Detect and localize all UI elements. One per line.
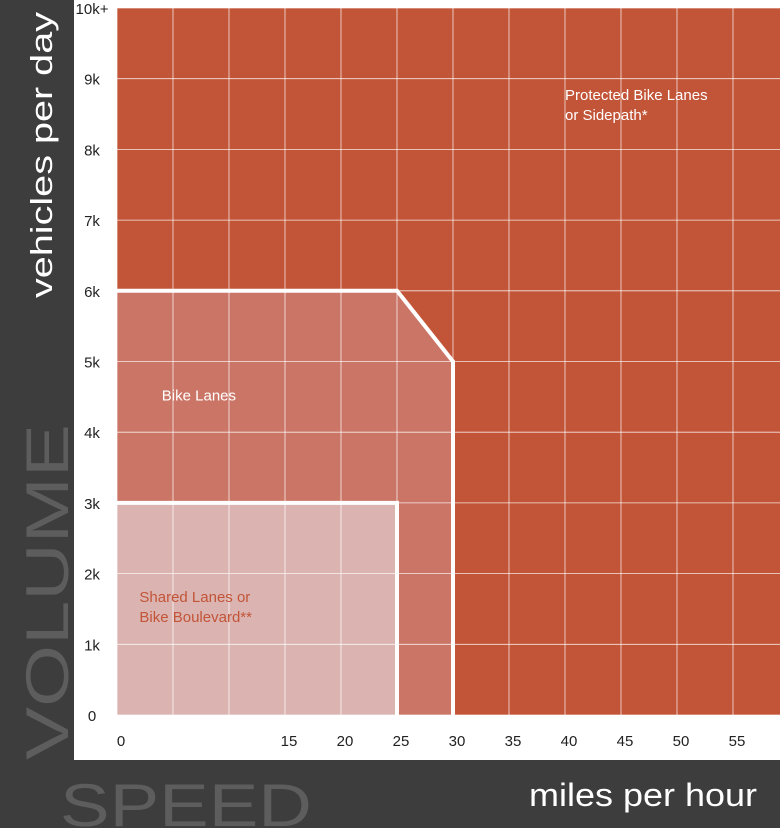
x-tick-label: 0	[117, 733, 125, 750]
x-tick-label: 35	[505, 733, 522, 750]
x-tick-label: 50	[673, 733, 690, 750]
y-tick-gutter	[74, 0, 117, 760]
y-tick-label: 4k	[84, 425, 100, 442]
x-tick-label: 20	[337, 733, 354, 750]
region-labels-layer: Protected Bike Lanes or Sidepath* Bike Lan…	[139, 87, 707, 626]
x-axis-title: miles per hour	[529, 777, 757, 813]
boundary-layer	[117, 288, 455, 715]
region-label-shared-lanes-or-line1: Shared Lanes or	[139, 589, 250, 606]
y-tick-label: 1k	[84, 637, 100, 654]
y-tick-label: 6k	[84, 284, 100, 301]
x-axis-big-label: SPEED	[60, 772, 312, 828]
boundary-shared-lanes-or	[117, 500, 399, 715]
y-tick-label: 7k	[84, 213, 100, 230]
y-axis-bar	[0, 0, 74, 828]
region-label-protected-bike-lanes-line1: Protected Bike Lanes	[565, 87, 708, 104]
y-tick-label: 2k	[84, 567, 100, 584]
x-tick-label: 25	[393, 733, 410, 750]
x-tick-label: 55	[729, 733, 746, 750]
y-axis-title: vehicles per day	[24, 11, 59, 298]
y-tick-label: 10k+	[76, 1, 109, 18]
y-tick-label: 0	[88, 708, 96, 725]
y-tick-label: 3k	[84, 496, 100, 513]
region-label-protected-bike-lanes-line2: or Sidepath*	[565, 107, 648, 124]
x-tick-label: 45	[617, 733, 634, 750]
y-tick-label: 5k	[84, 355, 100, 372]
x-tick-gutter	[74, 715, 780, 760]
x-tick-label: 15	[281, 733, 298, 750]
boundary-bike-lanes	[117, 288, 455, 715]
x-tick-label: 40	[561, 733, 578, 750]
region-shared-lanes-or	[117, 502, 397, 715]
x-axis-bar	[0, 760, 780, 828]
y-tick-labels: 0 1k 2k 3k 4k 5k 6k 7k 8k 9k 10k+	[76, 1, 109, 725]
y-tick-label: 9k	[84, 72, 100, 89]
region-label-shared-lanes-or-line2: Bike Boulevard**	[139, 609, 252, 626]
region-label-bike-lanes-line1: Bike Lanes	[162, 387, 236, 404]
y-axis-big-label: VOLUME	[14, 424, 81, 760]
x-tick-label: 30	[449, 733, 466, 750]
y-tick-label: 8k	[84, 142, 100, 159]
x-tick-labels: 0 15 20 25 30 35 40 45 50 55	[117, 733, 746, 750]
